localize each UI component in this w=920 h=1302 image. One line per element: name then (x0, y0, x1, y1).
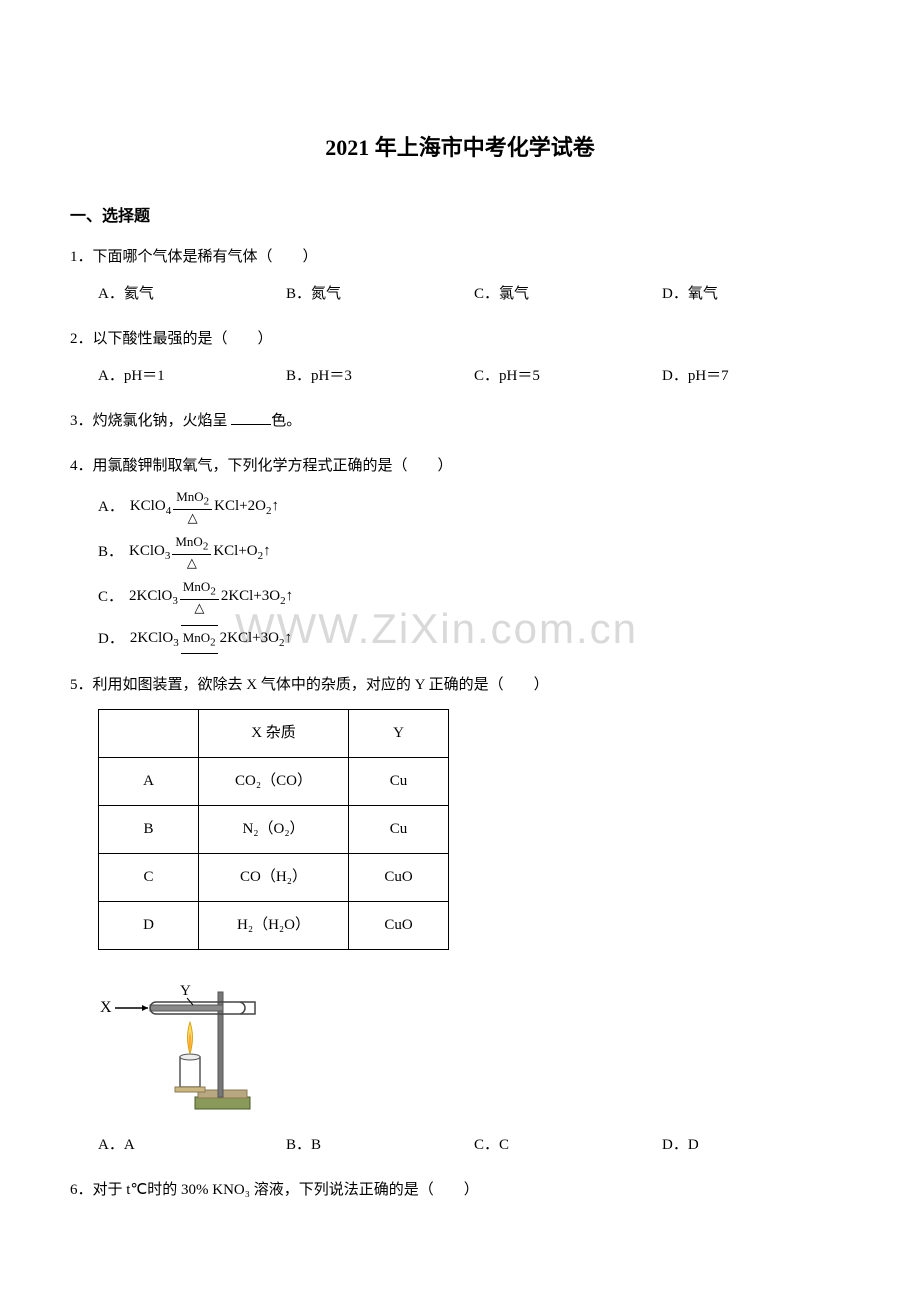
cell-c-x: CO（H₂） (199, 854, 349, 902)
cell-d-label: D (99, 902, 199, 950)
cell-d-y: CuO (349, 902, 449, 950)
q1-option-a: A．氦气 (98, 281, 286, 308)
q5-option-c: C．C (474, 1132, 662, 1159)
question-4-text: 4．用氯酸钾制取氧气，下列化学方程式正确的是（ ） (70, 453, 850, 480)
q4-prod-a: KCl+2O2↑ (214, 493, 279, 522)
question-1-options: A．氦气 B．氮气 C．氯气 D．氧气 (70, 281, 850, 308)
q4-option-d: D． 2KClO3 MnO2 2KCl+3O2↑ (70, 625, 850, 654)
q5-option-a: A．A (98, 1132, 286, 1159)
cell-c-y: CuO (349, 854, 449, 902)
svg-y-label: Y (180, 983, 191, 999)
question-1-text: 1．下面哪个气体是稀有气体（ ） (70, 244, 850, 271)
cell-c-label: C (99, 854, 199, 902)
q4-label-a: A． (98, 494, 124, 521)
reaction-arrow-icon: MnO2 (181, 625, 218, 654)
q1-option-b: B．氮气 (286, 281, 474, 308)
question-3: 3．灼烧氯化钠，火焰呈 色。 (70, 408, 850, 435)
table-header-blank (99, 710, 199, 758)
question-5: 5．利用如图装置，欲除去 X 气体中的杂质，对应的 Y 正确的是（ ） X 杂质… (70, 672, 850, 1159)
q4-option-c: C． 2KClO3 MnO2 △ 2KCl+3O2↑ (70, 580, 850, 615)
table-row: C CO（H₂） CuO (99, 854, 449, 902)
question-5-options: A．A B．B C．C D．D (70, 1132, 850, 1159)
apparatus-diagram: X Y (80, 962, 850, 1122)
table-row: X 杂质 Y (99, 710, 449, 758)
q2-option-c: C．pH＝5 (474, 363, 662, 390)
q4-prod-b: KCl+O2↑ (213, 538, 270, 567)
reaction-arrow-icon: MnO2 △ (173, 490, 212, 525)
cell-d-x: H₂（H₂O） (199, 902, 349, 950)
q5-table: X 杂质 Y A CO₂（CO） Cu B N₂（O₂） Cu C CO（H₂）… (98, 709, 449, 950)
reaction-arrow-icon: MnO2 △ (172, 535, 211, 570)
question-2-text: 2．以下酸性最强的是（ ） (70, 326, 850, 353)
q5-option-d: D．D (662, 1132, 850, 1159)
q4-option-a: A． KClO4 MnO2 △ KCl+2O2↑ (70, 490, 850, 525)
question-2: 2．以下酸性最强的是（ ） A．pH＝1 B．pH＝3 C．pH＝5 D．pH＝… (70, 326, 850, 390)
q1-option-c: C．氯气 (474, 281, 662, 308)
q4-prod-c: 2KCl+3O2↑ (221, 583, 293, 612)
page-title: 2021 年上海市中考化学试卷 (70, 130, 850, 162)
q4-react-c: 2KClO3 (129, 583, 178, 612)
q1-option-d: D．氧气 (662, 281, 850, 308)
cell-b-y: Cu (349, 806, 449, 854)
cell-a-x: CO₂（CO） (199, 758, 349, 806)
svg-x-label: X (100, 999, 112, 1016)
question-2-options: A．pH＝1 B．pH＝3 C．pH＝5 D．pH＝7 (70, 363, 850, 390)
table-header-y: Y (349, 710, 449, 758)
q2-option-b: B．pH＝3 (286, 363, 474, 390)
q2-option-d: D．pH＝7 (662, 363, 850, 390)
question-1: 1．下面哪个气体是稀有气体（ ） A．氦气 B．氮气 C．氯气 D．氧气 (70, 244, 850, 308)
table-row: B N₂（O₂） Cu (99, 806, 449, 854)
q2-option-a: A．pH＝1 (98, 363, 286, 390)
table-row: D H₂（H₂O） CuO (99, 902, 449, 950)
q4-label-d: D． (98, 626, 124, 653)
q3-blank (231, 424, 271, 425)
cell-a-label: A (99, 758, 199, 806)
q3-text-after: 色。 (271, 413, 301, 429)
question-5-text: 5．利用如图装置，欲除去 X 气体中的杂质，对应的 Y 正确的是（ ） (70, 672, 850, 699)
reaction-arrow-icon: MnO2 △ (180, 580, 219, 615)
question-6: 6．对于 t℃时的 30% KNO₃ 溶液，下列说法正确的是（ ） (70, 1177, 850, 1204)
q5-option-b: B．B (286, 1132, 474, 1159)
question-4: 4．用氯酸钾制取氧气，下列化学方程式正确的是（ ） A． KClO4 MnO2 … (70, 453, 850, 654)
cell-b-label: B (99, 806, 199, 854)
cell-b-x: N₂（O₂） (199, 806, 349, 854)
table-row: A CO₂（CO） Cu (99, 758, 449, 806)
q4-option-b: B． KClO3 MnO2 △ KCl+O2↑ (70, 535, 850, 570)
section-header-1: 一、选择题 (70, 202, 850, 226)
q4-label-b: B． (98, 539, 123, 566)
q4-react-b: KClO3 (129, 538, 170, 567)
cell-a-y: Cu (349, 758, 449, 806)
q4-react-a: KClO4 (130, 493, 171, 522)
q3-text-before: 3．灼烧氯化钠，火焰呈 (70, 413, 231, 429)
table-header-x: X 杂质 (199, 710, 349, 758)
q4-label-c: C． (98, 584, 123, 611)
q4-react-d: 2KClO3 (130, 625, 179, 654)
q4-prod-d: 2KCl+3O2↑ (220, 625, 292, 654)
apparatus-icon: X Y (80, 962, 280, 1112)
question-6-text: 6．对于 t℃时的 30% KNO₃ 溶液，下列说法正确的是（ ） (70, 1177, 850, 1204)
